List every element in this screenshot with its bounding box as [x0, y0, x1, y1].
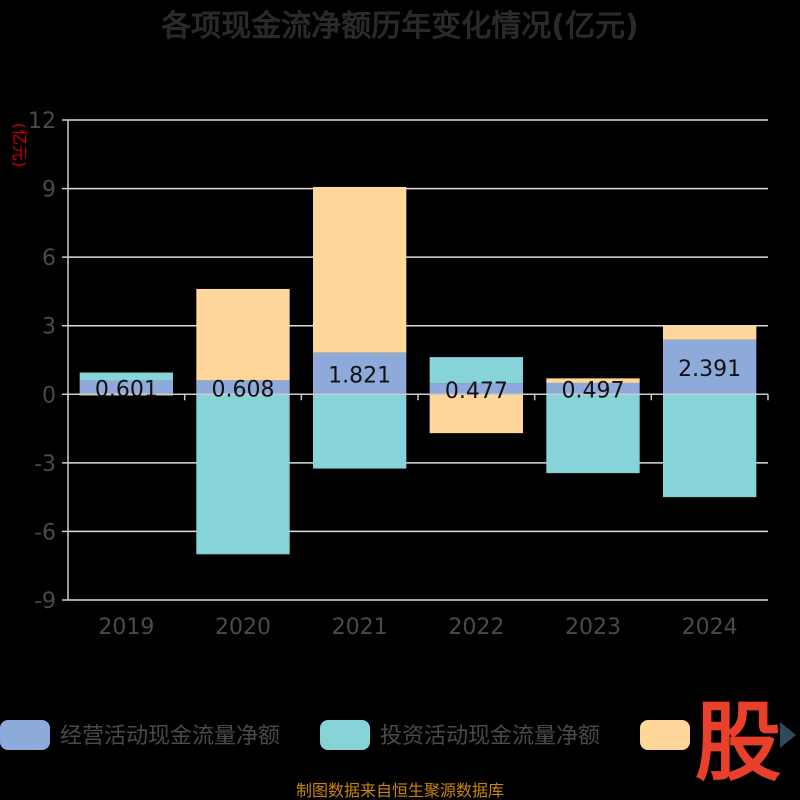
legend-label-0: 经营活动现金流量净额 — [60, 724, 280, 749]
x-tick-label: 2022 — [448, 615, 504, 640]
bar-series-1-2023 — [546, 394, 640, 474]
bar-series-2-2022 — [429, 394, 523, 434]
data-labels: 0.601 0.608 1.821 0.477 0.497 2.391 — [95, 357, 741, 404]
source-note: 制图数据来自恒生聚源数据库 — [296, 781, 504, 800]
legend-swatch-1 — [320, 720, 370, 750]
data-label-2024: 2.391 — [678, 357, 741, 382]
x-tick-label: 2019 — [98, 615, 154, 640]
bar-series-0-2020 — [196, 380, 290, 395]
axes — [62, 119, 769, 601]
legend-next-arrow-icon[interactable] — [780, 722, 796, 748]
bar-series-0-2021 — [313, 352, 407, 395]
data-label-2021: 1.821 — [328, 363, 391, 388]
bar-series-1-2021 — [313, 394, 407, 469]
bar-series-2-2020 — [196, 288, 290, 381]
y-tick-label: -9 — [34, 589, 56, 614]
x-tick-labels: 2019 2020 2021 2022 2023 2024 — [98, 615, 737, 640]
bar-series-2-2021 — [313, 186, 407, 353]
bar-series-0-2023 — [546, 382, 640, 395]
bar-series-1-2020 — [196, 394, 290, 555]
bar-series-0-2019 — [79, 380, 173, 395]
chart-title: 各项现金流净额历年变化情况(亿元) — [160, 9, 638, 44]
x-tick-label: 2021 — [332, 615, 388, 640]
y-tick-label: -6 — [34, 520, 56, 545]
y-tick-labels: -9 -6 -3 0 3 6 9 12 — [28, 109, 56, 614]
y-tick-label: 9 — [42, 178, 56, 203]
legend-swatch-0 — [0, 720, 50, 750]
legend: 经营活动现金流量净额 投资活动现金流量净额 — [0, 720, 690, 750]
data-label-2020: 0.608 — [212, 377, 275, 402]
bar-series-2-2024 — [663, 325, 757, 340]
legend-swatch-2 — [640, 720, 690, 750]
y-tick-label: 12 — [28, 109, 56, 134]
y-tick-label: 0 — [42, 383, 56, 408]
bar-series-0-2022 — [429, 383, 523, 395]
y-tick-label: 6 — [42, 246, 56, 271]
data-label-2019: 0.601 — [95, 377, 158, 402]
legend-label-1: 投资活动现金流量净额 — [380, 724, 600, 749]
bar-series-2-2023 — [546, 378, 640, 383]
data-label-2022: 0.477 — [445, 379, 508, 404]
x-tick-label: 2020 — [215, 615, 271, 640]
x-tick-label: 2023 — [565, 615, 621, 640]
x-tick-label: 2024 — [682, 615, 738, 640]
bars — [79, 186, 757, 555]
bar-series-1-2024 — [663, 394, 757, 498]
logo-watermark: 股 — [695, 693, 781, 793]
y-axis-unit-label: (亿元) — [10, 123, 29, 168]
y-tick-label: 3 — [42, 315, 56, 340]
bar-series-0-2024 — [663, 339, 757, 395]
y-tick-label: -3 — [34, 452, 56, 477]
bar-series-1-2022 — [429, 357, 523, 384]
data-label-2023: 0.497 — [562, 379, 625, 404]
bar-series-1-2019 — [79, 372, 173, 381]
